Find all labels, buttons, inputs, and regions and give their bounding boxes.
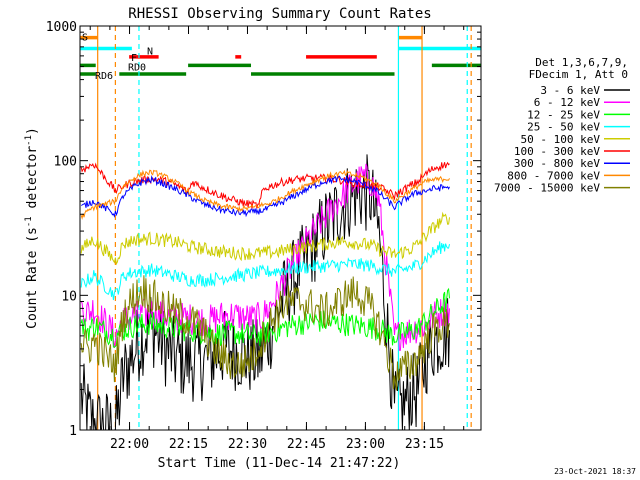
y-axis-label-sup1: -1 [24, 216, 34, 227]
flag-bar-label-rd0: RD0 [128, 62, 146, 73]
flag-bar-label-f: F [131, 53, 137, 64]
legend-label-8: 7000 - 15000 keV [494, 182, 600, 195]
y-tick-label-0: 1 [69, 424, 77, 439]
series-line-6 [80, 175, 450, 218]
legend: Det 1,3,6,7,9, FDecim 1, Att 0 3 - 6 keV… [494, 56, 630, 195]
legend-header-line2: FDecim 1, Att 0 [529, 68, 628, 81]
legend-label-4: 50 - 100 keV [521, 133, 601, 146]
legend-label-1: 6 - 12 keV [534, 96, 601, 109]
y-axis-label-sup2: -1 [24, 135, 34, 146]
x-axis-label: Start Time (11-Dec-14 21:47:22) [158, 456, 401, 471]
x-tick-label-5: 23:15 [405, 437, 444, 452]
x-tick-label-3: 22:45 [287, 437, 326, 452]
legend-header-line1: Det 1,3,6,7,9, [535, 56, 628, 69]
flag-bar-label-s: S [82, 33, 88, 44]
series-line-1 [80, 163, 450, 351]
x-tick-label-2: 22:30 [228, 437, 267, 452]
plot-frame [79, 25, 482, 431]
y-axis-label: Count Rate (s-1 detector-1) [24, 127, 40, 329]
y-tick-label-1: 10 [61, 289, 77, 304]
y-axis-label-part1: Count Rate (s [25, 227, 40, 329]
y-axis-ticks: 1 10 100 1000 [46, 20, 481, 439]
y-tick-label-2: 100 [54, 155, 77, 170]
series-lines [80, 154, 450, 430]
chart-title: RHESSI Observing Summary Count Rates [128, 6, 431, 22]
legend-label-0: 3 - 6 keV [540, 84, 600, 97]
y-axis-label-part2: detector [25, 146, 40, 217]
legend-label-5: 100 - 300 keV [514, 145, 600, 158]
x-tick-label-0: 22:00 [110, 437, 149, 452]
legend-label-2: 12 - 25 keV [527, 108, 600, 121]
flag-bar-label-n: N [147, 47, 153, 58]
series-line-2 [80, 287, 450, 348]
y-tick-label-3: 1000 [46, 20, 77, 35]
series-line-8 [80, 275, 450, 391]
x-axis-ticks: 22:00 22:15 22:30 22:45 23:00 23:15 [89, 26, 465, 452]
footer-date: 23-Oct-2021 18:37 [554, 467, 636, 476]
legend-label-7: 800 - 7000 keV [507, 169, 600, 182]
flag-bars [80, 35, 481, 76]
y-axis-label-part3: ) [25, 127, 40, 135]
legend-label-3: 25 - 50 keV [527, 121, 600, 134]
legend-label-6: 300 - 800 keV [514, 157, 600, 170]
series-line-7 [80, 169, 450, 220]
x-tick-label-4: 23:00 [346, 437, 385, 452]
series-line-3 [80, 241, 450, 301]
series-line-4 [80, 211, 450, 266]
status-vertical-lines [97, 26, 472, 430]
x-tick-label-1: 22:15 [169, 437, 208, 452]
flag-bar-label-rd6: RD6 [95, 71, 113, 82]
